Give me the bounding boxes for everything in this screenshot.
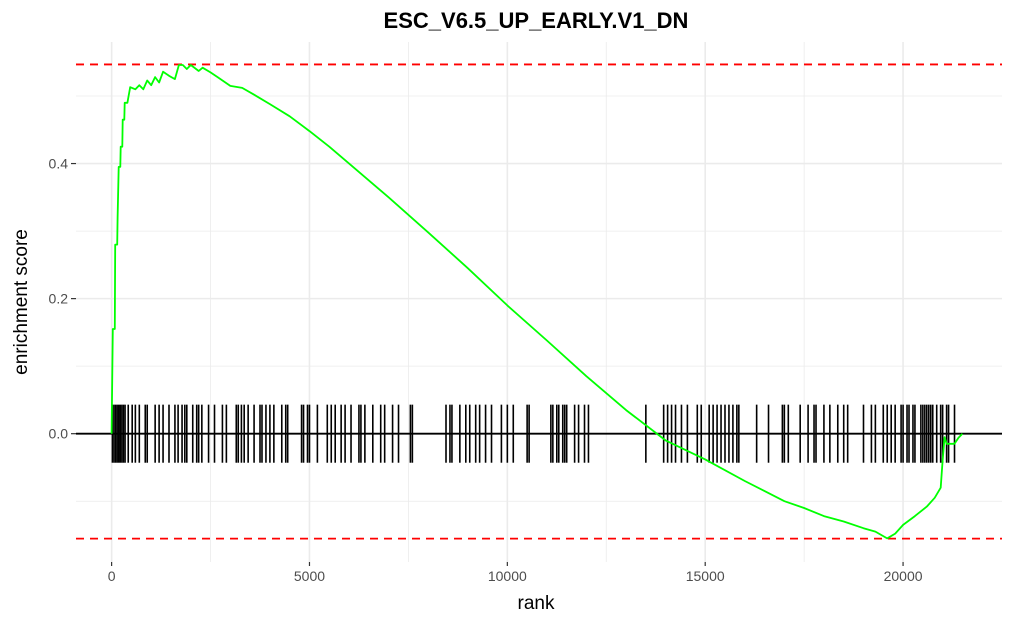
x-axis-title: rank	[518, 593, 555, 614]
x-tick-label: 15000	[686, 568, 725, 584]
x-tick-label: 10000	[488, 568, 527, 584]
y-axis: 0.0 0.2 0.4	[49, 156, 76, 442]
x-axis: 0 5000 10000 15000 20000	[108, 562, 923, 584]
x-tick-label: 5000	[294, 568, 325, 584]
chart-title: ESC_V6.5_UP_EARLY.V1_DN	[384, 8, 689, 33]
x-tick-label: 0	[108, 568, 116, 584]
enrichment-score-curve	[110, 64, 964, 540]
y-tick-label: 0.0	[49, 426, 69, 442]
y-tick-label: 0.2	[49, 291, 69, 307]
y-axis-title: enrichment score	[11, 229, 32, 375]
grid-lines	[76, 42, 1002, 562]
es-bound-lines	[76, 63, 1002, 540]
y-tick-label: 0.4	[49, 156, 69, 172]
x-tick-label: 20000	[884, 568, 923, 584]
